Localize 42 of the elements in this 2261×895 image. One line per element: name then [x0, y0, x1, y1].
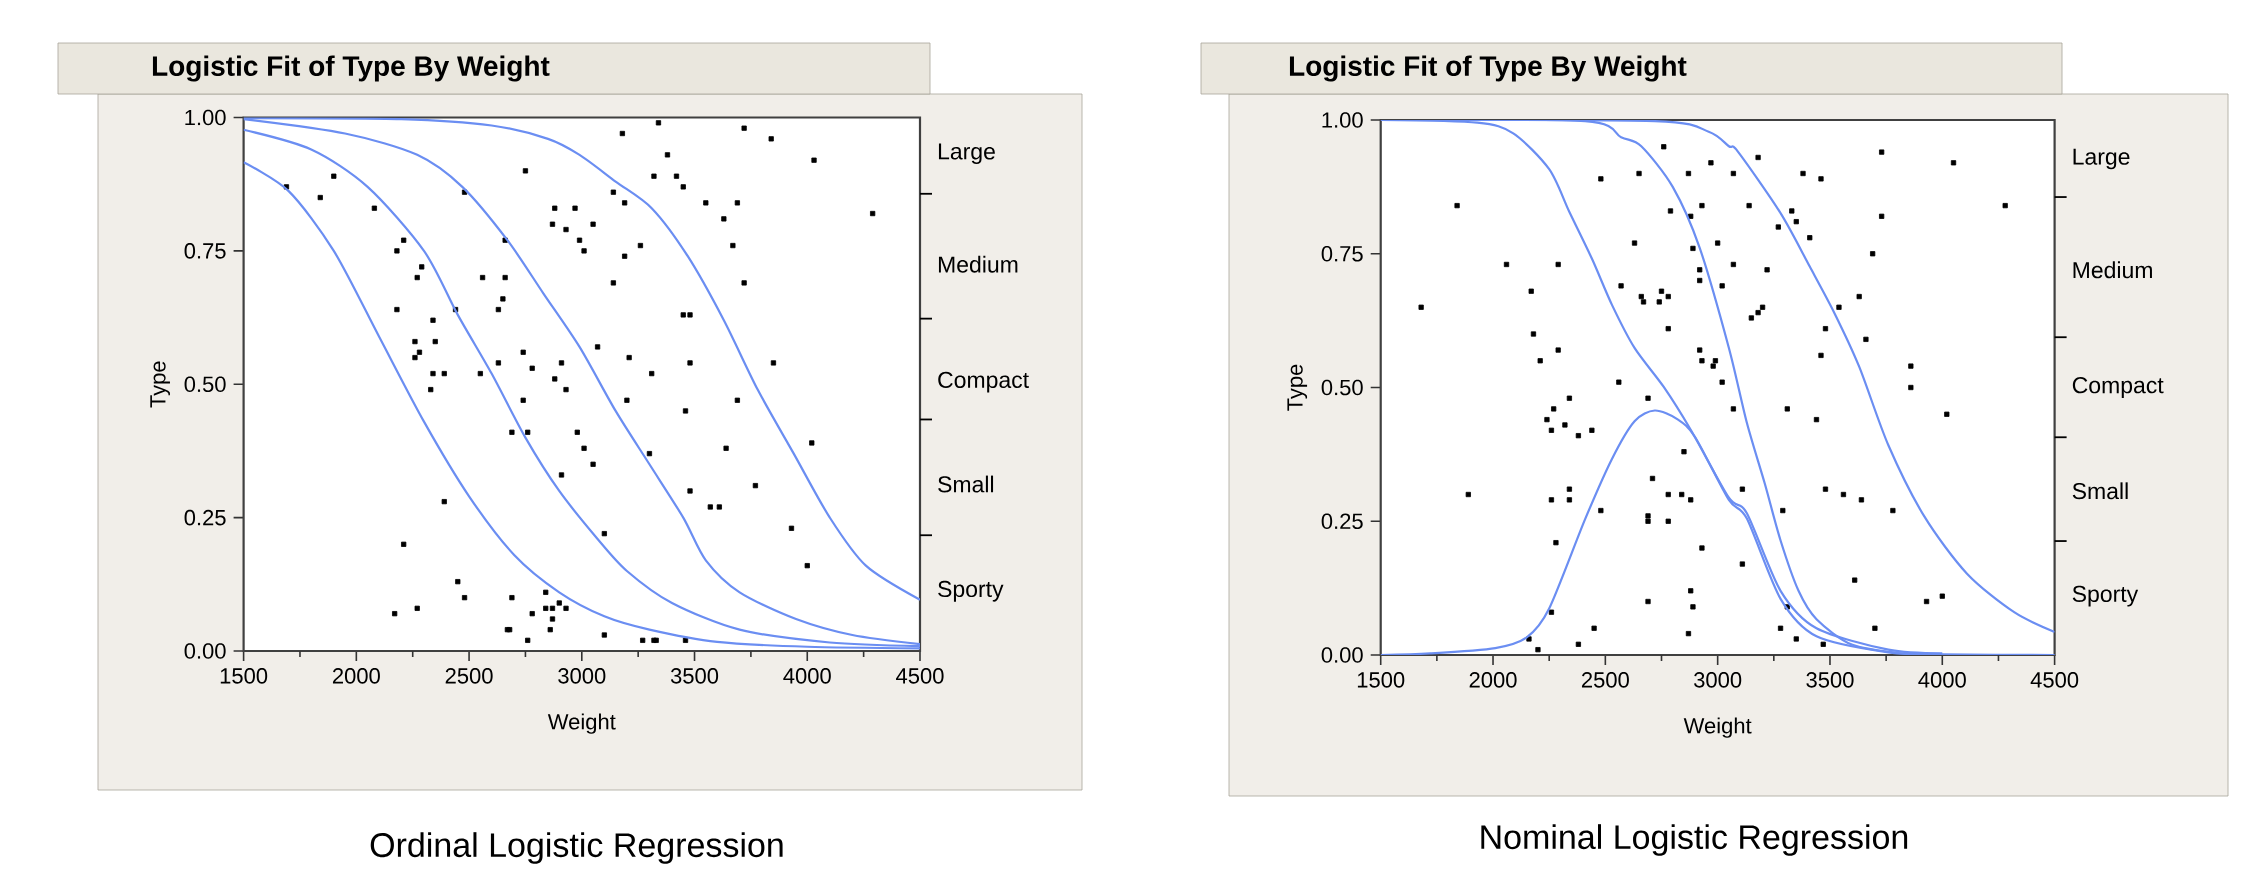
- text: Small: [938, 475, 994, 493]
- y-tick-label: 1.00: [185, 109, 226, 126]
- y-tick-label: 0.00: [184, 643, 226, 659]
- text: Medium: [938, 255, 1018, 273]
- text: Ordinal Logistic Regression: [370, 832, 783, 864]
- x-tick-label: 3500: [670, 668, 719, 684]
- text: Compact: [2072, 377, 2164, 398]
- x-axis-title: Weight: [1683, 717, 1752, 738]
- x-tick-label: 2500: [445, 668, 493, 684]
- x-tick-label: 2000: [332, 668, 380, 684]
- x-tick-label: 2000: [1469, 672, 1517, 688]
- y-tick-label: 0.50: [184, 376, 226, 393]
- chart-title: Logistic Fit of Type By Weight: [152, 55, 550, 82]
- y-tick-label: 0.75: [184, 243, 226, 259]
- text: Sporty: [2072, 585, 2139, 607]
- y-tick-label: 0.50: [1321, 379, 1363, 396]
- x-tick-label: 4500: [2030, 672, 2079, 688]
- y-axis-title: Type: [150, 361, 170, 408]
- y-tick-label: 0.25: [184, 509, 226, 526]
- text: Large: [938, 143, 995, 165]
- x-tick-label: 4000: [783, 668, 831, 684]
- text: Small: [2072, 482, 2128, 500]
- x-tick-label: 3500: [1806, 672, 1854, 688]
- x-tick-label: 3000: [1694, 672, 1742, 688]
- text: Large: [2073, 148, 2130, 170]
- x-tick-label: 1500: [1357, 672, 1405, 688]
- y-tick-label: 0.00: [1321, 647, 1363, 663]
- x-tick-label: 3000: [558, 668, 606, 684]
- x-tick-label: 4500: [896, 668, 944, 684]
- text: Sporty: [938, 580, 1004, 602]
- text: Nominal Logistic Regression: [1481, 824, 1908, 856]
- x-axis-title: Weight: [547, 713, 616, 734]
- chart-title: Logistic Fit of Type By Weight: [1289, 55, 1687, 82]
- y-axis-title: Type: [1287, 364, 1308, 411]
- x-tick-label: 1500: [220, 668, 268, 684]
- y-tick-label: 0.75: [1321, 245, 1363, 262]
- y-tick-label: 1.00: [1322, 112, 1363, 128]
- y-tick-label: 0.25: [1321, 513, 1363, 530]
- text: Medium: [2073, 261, 2152, 279]
- x-tick-label: 2500: [1581, 672, 1629, 688]
- text: Compact: [938, 371, 1029, 393]
- x-tick-label: 4000: [1918, 672, 1966, 688]
